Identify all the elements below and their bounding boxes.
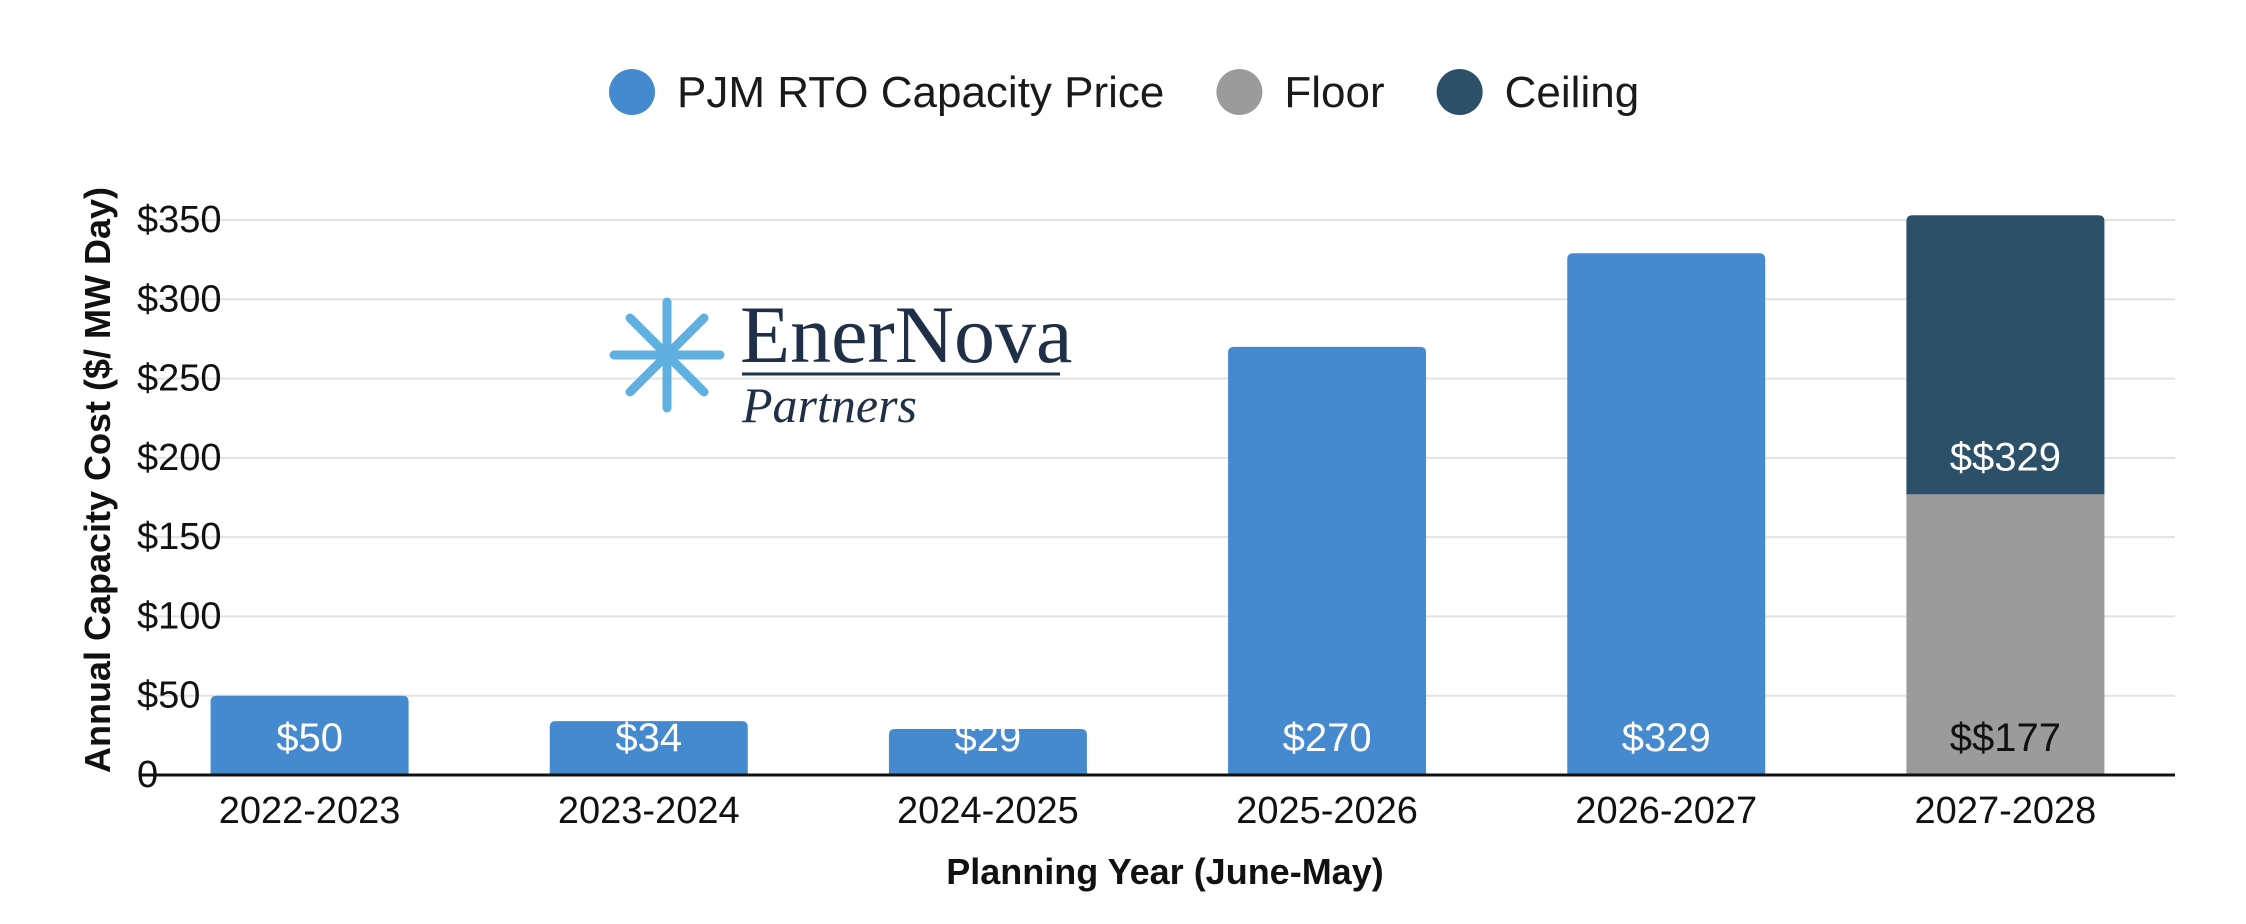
x-axis-title: Planning Year (June-May) <box>946 851 1383 892</box>
y-axis-title: Annual Capacity Cost ($/ MW Day) <box>77 187 118 773</box>
data-label-2026-2027-pjm-rto-capacity-price: $329 <box>1622 716 1711 760</box>
x-tick-label-2026-2027: 2026-2027 <box>1575 790 1757 832</box>
legend-swatch-floor <box>1216 69 1263 115</box>
snowflake-logo-icon <box>609 297 725 413</box>
bar-2022-2023-pjm-rto-capacity-price <box>210 695 409 775</box>
y-tick-label-100: $100 <box>137 595 222 637</box>
legend: PJM RTO Capacity Price Floor Ceiling <box>609 68 1639 117</box>
x-tick-label-2022-2023: 2022-2023 <box>219 790 401 832</box>
bar-2024-2025-pjm-rto-capacity-price <box>888 729 1087 775</box>
y-tick-label-250: $250 <box>137 358 222 400</box>
bar-2027-2028-ceiling <box>1906 215 2105 495</box>
bar-2025-2026-pjm-rto-capacity-price <box>1228 346 1427 775</box>
x-tick-label-2027-2028: 2027-2028 <box>1915 790 2097 832</box>
data-labels: $50 $34 $29 $270 $329 $$177 $$329 <box>276 435 2061 760</box>
y-tick-label-200: $200 <box>137 437 222 479</box>
data-label-2027-2028-floor: $$177 <box>1950 716 2061 760</box>
x-tick-label-2023-2024: 2023-2024 <box>558 790 740 832</box>
bar-2027-2028-floor <box>1906 494 2105 775</box>
legend-label-pjm-rto-capacity-price: PJM RTO Capacity Price <box>677 68 1164 117</box>
logo-subtitle: Partners <box>741 377 917 433</box>
bars <box>210 215 2105 776</box>
y-tick-label-0: 0 <box>137 754 158 796</box>
bar-2023-2024-pjm-rto-capacity-price <box>549 721 748 775</box>
data-label-2023-2024-pjm-rto-capacity-price: $34 <box>615 716 682 760</box>
data-label-2025-2026-pjm-rto-capacity-price: $270 <box>1283 716 1372 760</box>
legend-label-ceiling: Ceiling <box>1505 68 1640 117</box>
y-tick-label-50: $50 <box>137 675 200 717</box>
logo-name: EnerNova <box>740 289 1072 380</box>
enernova-logo: EnerNova Partners <box>609 289 1072 433</box>
y-tick-label-300: $300 <box>137 278 222 320</box>
y-tick-label-350: $350 <box>137 199 222 241</box>
gridlines <box>140 219 2175 697</box>
x-tick-label-2025-2026: 2025-2026 <box>1236 790 1418 832</box>
data-label-2024-2025-pjm-rto-capacity-price: $29 <box>955 716 1022 760</box>
legend-swatch-pjm-rto-capacity-price <box>609 69 655 115</box>
bar-2026-2027-pjm-rto-capacity-price <box>1567 253 1766 776</box>
data-label-2022-2023-pjm-rto-capacity-price: $50 <box>276 716 343 760</box>
tick-labels: 0 $50 $100 $150 $200 $250 $300 $350 2022-2023 202… <box>137 199 2096 832</box>
legend-swatch-ceiling <box>1436 69 1483 115</box>
y-tick-label-150: $150 <box>137 516 222 558</box>
x-tick-label-2024-2025: 2024-2025 <box>897 790 1079 832</box>
legend-label-floor: Floor <box>1284 68 1384 117</box>
data-label-2027-2028-ceiling: $$329 <box>1950 435 2061 479</box>
